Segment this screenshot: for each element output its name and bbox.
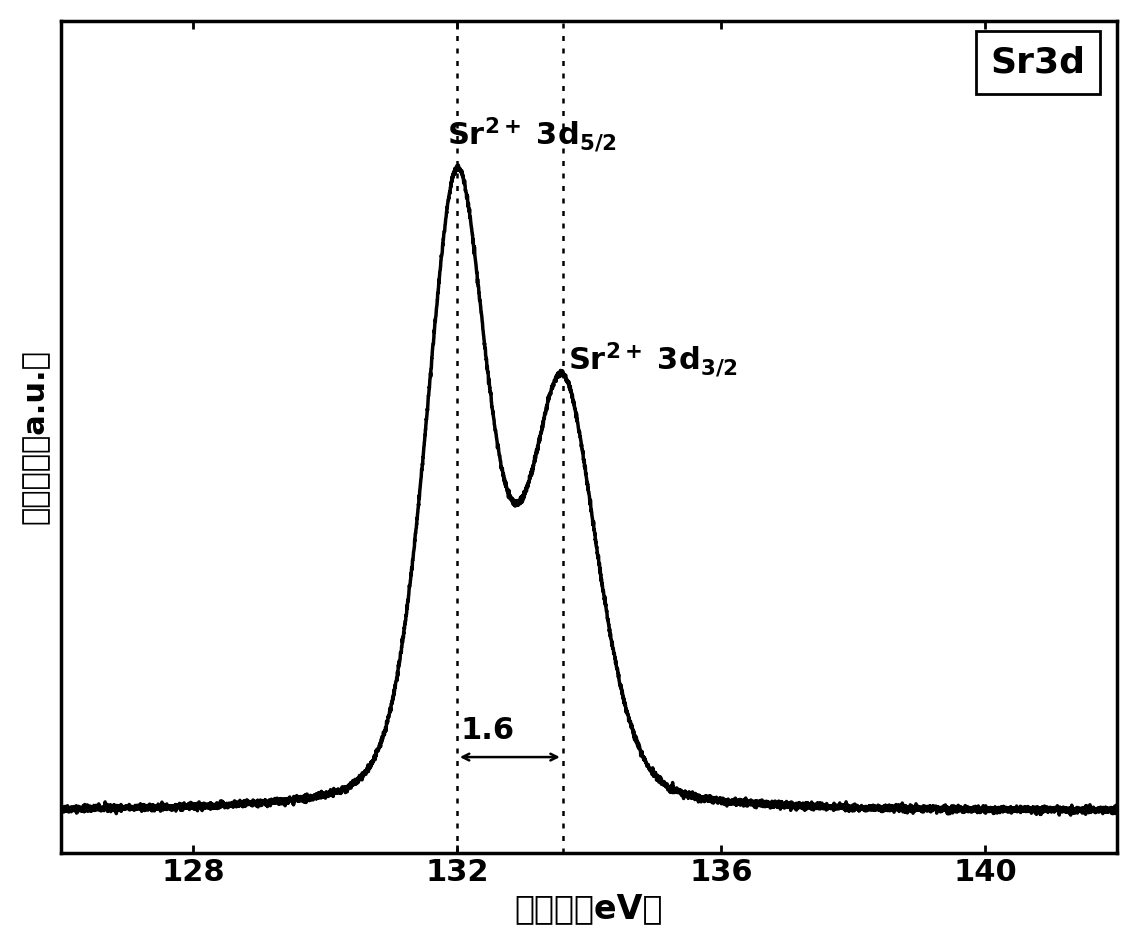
X-axis label: 结合能（eV）: 结合能（eV） — [514, 892, 663, 925]
Text: $\mathbf{Sr^{2+}}$ $\mathbf{3d_{5/2}}$: $\mathbf{Sr^{2+}}$ $\mathbf{3d_{5/2}}$ — [447, 115, 617, 154]
Text: 1.6: 1.6 — [461, 715, 514, 745]
Y-axis label: 相对强度（a.u.）: 相对强度（a.u.） — [20, 349, 50, 524]
Text: $\mathbf{Sr^{2+}}$ $\mathbf{3d_{3/2}}$: $\mathbf{Sr^{2+}}$ $\mathbf{3d_{3/2}}$ — [568, 340, 737, 378]
Text: Sr3d: Sr3d — [990, 45, 1086, 79]
